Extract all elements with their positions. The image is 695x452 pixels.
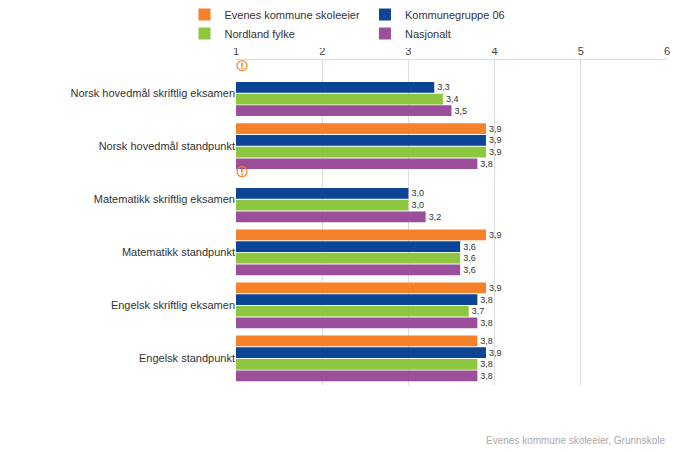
svg-text:3,8: 3,8: [480, 336, 493, 346]
svg-text:Nasjonalt: Nasjonalt: [405, 28, 451, 40]
svg-text:3,6: 3,6: [463, 265, 476, 275]
svg-text:3,8: 3,8: [480, 359, 493, 369]
svg-text:3,3: 3,3: [437, 82, 450, 92]
svg-text:3,9: 3,9: [489, 230, 502, 240]
svg-text:3,8: 3,8: [480, 295, 493, 305]
svg-text:Norsk hovedmål skriftlig eksam: Norsk hovedmål skriftlig eksamen: [71, 87, 235, 99]
svg-text:Evenes kommune skoleeier: Evenes kommune skoleeier: [225, 9, 360, 21]
svg-text:3,8: 3,8: [480, 371, 493, 381]
svg-text:6: 6: [664, 45, 670, 57]
svg-text:3,6: 3,6: [463, 253, 476, 263]
svg-text:Matematikk standpunkt: Matematikk standpunkt: [122, 246, 235, 258]
svg-text:3,9: 3,9: [489, 135, 502, 145]
svg-text:3,7: 3,7: [472, 306, 485, 316]
svg-text:Engelsk standpunkt: Engelsk standpunkt: [139, 352, 235, 364]
svg-text:3,5: 3,5: [455, 106, 468, 116]
svg-text:3,9: 3,9: [489, 147, 502, 157]
svg-text:3,9: 3,9: [489, 124, 502, 134]
svg-text:3: 3: [405, 44, 412, 57]
svg-text:4: 4: [491, 44, 498, 57]
svg-text:3,0: 3,0: [411, 200, 424, 210]
svg-text:5: 5: [578, 45, 584, 57]
svg-text:3,2: 3,2: [429, 212, 442, 222]
svg-text:3,9: 3,9: [489, 283, 502, 293]
svg-text:1: 1: [232, 44, 240, 57]
svg-text:3,8: 3,8: [480, 318, 493, 328]
svg-text:Matematikk skriftlig eksamen: Matematikk skriftlig eksamen: [94, 193, 235, 205]
svg-text:3,8: 3,8: [480, 159, 493, 169]
svg-text:Evenes kommune skoleeier, Grun: Evenes kommune skoleeier, Grunnskole: [486, 435, 665, 446]
svg-text:3,9: 3,9: [489, 348, 502, 358]
svg-text:Kommunegruppe 06: Kommunegruppe 06: [405, 9, 505, 21]
svg-text:3,6: 3,6: [463, 242, 476, 252]
svg-text:3,4: 3,4: [446, 94, 459, 104]
svg-text:Norsk hovedmål standpunkt: Norsk hovedmål standpunkt: [99, 140, 235, 152]
svg-text:Nordland fylke: Nordland fylke: [225, 28, 295, 40]
svg-text:3,0: 3,0: [411, 188, 424, 198]
svg-text:2: 2: [319, 44, 326, 57]
svg-text:Engelsk skriftlig eksamen: Engelsk skriftlig eksamen: [111, 299, 235, 311]
